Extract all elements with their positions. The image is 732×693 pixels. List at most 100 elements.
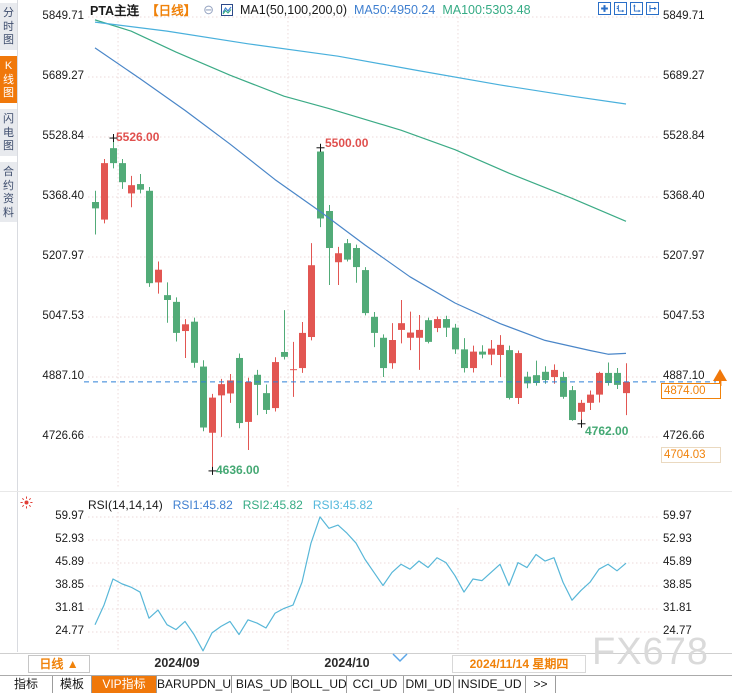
candle-body bbox=[281, 351, 288, 357]
ma100-line bbox=[94, 19, 627, 222]
y-axis-tick: 52.93 bbox=[663, 533, 692, 545]
y-axis-tick: 5368.40 bbox=[42, 190, 84, 202]
current-price-tag: 4874.00 bbox=[661, 383, 721, 399]
tab-[interactable]: 指标 bbox=[0, 676, 53, 693]
candle-body bbox=[272, 362, 279, 409]
candle-body bbox=[290, 369, 297, 371]
candle-body bbox=[443, 319, 450, 328]
rsi-line bbox=[94, 516, 627, 652]
axis-scale-icon[interactable] bbox=[614, 2, 627, 15]
ma50-line bbox=[94, 47, 627, 355]
rsi1-value: RSI1:45.82 bbox=[172, 498, 233, 512]
y-axis-tick: 38.85 bbox=[55, 579, 84, 591]
tab-inside_ud[interactable]: INSIDE_UD bbox=[454, 676, 526, 693]
move-chart-icon[interactable] bbox=[598, 2, 611, 15]
y-axis-tick: 45.89 bbox=[55, 556, 84, 568]
axis-autofit-icon[interactable] bbox=[630, 2, 643, 15]
candle-body bbox=[515, 353, 522, 398]
y-axis-tick: 4726.66 bbox=[42, 430, 84, 442]
y-axis-tick: 5047.53 bbox=[42, 310, 84, 322]
candle-body bbox=[191, 321, 198, 363]
candle-body bbox=[434, 319, 441, 329]
low-annotation-4762: 4762.00 bbox=[585, 424, 629, 438]
candle-body bbox=[560, 377, 567, 397]
tab-dmi_ud[interactable]: DMI_UD bbox=[404, 676, 454, 693]
y-axis-tick: 5207.97 bbox=[663, 250, 705, 262]
candle-body bbox=[416, 329, 423, 338]
rsi3-value: RSI3:45.82 bbox=[312, 498, 373, 512]
chart-header: PTA主连 【日线】 ⊖ MA1(50,100,200,0) MA50:4950… bbox=[90, 1, 531, 19]
rsi-title[interactable]: RSI(14,14,14) bbox=[88, 498, 163, 512]
candle-body bbox=[218, 384, 225, 396]
candle-body bbox=[236, 357, 243, 424]
candle-body bbox=[200, 366, 207, 428]
tab->>[interactable]: >> bbox=[526, 676, 556, 693]
chart-toolbar bbox=[598, 2, 659, 15]
y-axis-tick: 59.97 bbox=[55, 510, 84, 522]
candle-body bbox=[209, 397, 216, 433]
pan-right-icon[interactable] bbox=[646, 2, 659, 15]
tab-[interactable]: 模板 bbox=[53, 676, 92, 693]
candle-body bbox=[164, 295, 171, 300]
tab-vip[interactable]: VIP指标 bbox=[92, 676, 157, 693]
candle-body bbox=[254, 374, 261, 385]
candle-body bbox=[110, 148, 117, 164]
tab-bias_ud[interactable]: BIAS_UD bbox=[232, 676, 292, 693]
candle-body bbox=[380, 337, 387, 369]
candle-body bbox=[533, 375, 540, 384]
candle-body bbox=[587, 394, 594, 403]
current-date-label: 2024/11/14 星期四 bbox=[452, 655, 586, 673]
low-annotation-4636: 4636.00 bbox=[216, 463, 260, 477]
candle-body bbox=[488, 348, 495, 355]
ma-group-label[interactable]: MA1(50,100,200,0) bbox=[240, 2, 348, 17]
sidebar-divider bbox=[17, 0, 18, 652]
candle-body bbox=[461, 349, 468, 369]
candlestick-series[interactable] bbox=[92, 138, 630, 471]
y-axis-tick: 5849.71 bbox=[42, 10, 84, 22]
candle-body bbox=[227, 380, 234, 394]
y-axis-tick: 31.81 bbox=[55, 602, 84, 614]
candle-body bbox=[344, 243, 351, 260]
candle-body bbox=[470, 351, 477, 369]
indicator-chart-icon[interactable] bbox=[221, 3, 233, 16]
ma50-value: MA50:4950.24 bbox=[354, 2, 436, 17]
candle-body bbox=[362, 270, 369, 314]
candle-body bbox=[245, 381, 252, 422]
y-axis-tick: 24.77 bbox=[663, 625, 692, 637]
y-axis-tick: 24.77 bbox=[55, 625, 84, 637]
candle-body bbox=[371, 316, 378, 333]
current-bar-marker-icon bbox=[392, 653, 408, 663]
sidebar-item-time-chart[interactable]: 分时图 bbox=[0, 3, 17, 50]
candle-body bbox=[569, 390, 576, 421]
candle-body bbox=[173, 301, 180, 333]
collapse-indicator-icon[interactable]: ⊖ bbox=[203, 1, 214, 17]
sidebar-item-contract-info[interactable]: 合约资料 bbox=[0, 162, 17, 222]
y-axis-tick: 4887.10 bbox=[42, 370, 84, 382]
candle-body bbox=[146, 190, 153, 284]
candle-body bbox=[335, 253, 342, 263]
tab-cci_ud[interactable]: CCI_UD bbox=[347, 676, 404, 693]
candle-body bbox=[578, 402, 585, 412]
candle-body bbox=[497, 344, 504, 355]
tab-barupdn_ud[interactable]: BARUPDN_UD bbox=[157, 676, 232, 693]
y-axis-tick: 5368.40 bbox=[663, 190, 705, 202]
candle-body bbox=[479, 351, 486, 355]
candle-body bbox=[155, 269, 162, 283]
tab-boll_ud[interactable]: BOLL_UD bbox=[292, 676, 347, 693]
ma200-line bbox=[94, 21, 627, 105]
candle-body bbox=[119, 163, 126, 183]
candle-body bbox=[353, 248, 360, 268]
indicator-alert-icon[interactable] bbox=[20, 496, 33, 509]
candle-body bbox=[407, 332, 414, 338]
period-selector[interactable]: 日线 ▲ bbox=[28, 655, 90, 673]
y-axis-tick: 5047.53 bbox=[663, 310, 705, 322]
rsi-header: RSI(14,14,14) RSI1:45.82 RSI2:45.82 RSI3… bbox=[88, 498, 373, 512]
y-axis-tick: 38.85 bbox=[663, 579, 692, 591]
candle-body bbox=[308, 265, 315, 338]
candle-body bbox=[263, 393, 270, 410]
sidebar-item-flash-chart[interactable]: 闪电图 bbox=[0, 109, 17, 156]
gridlines bbox=[88, 16, 660, 651]
